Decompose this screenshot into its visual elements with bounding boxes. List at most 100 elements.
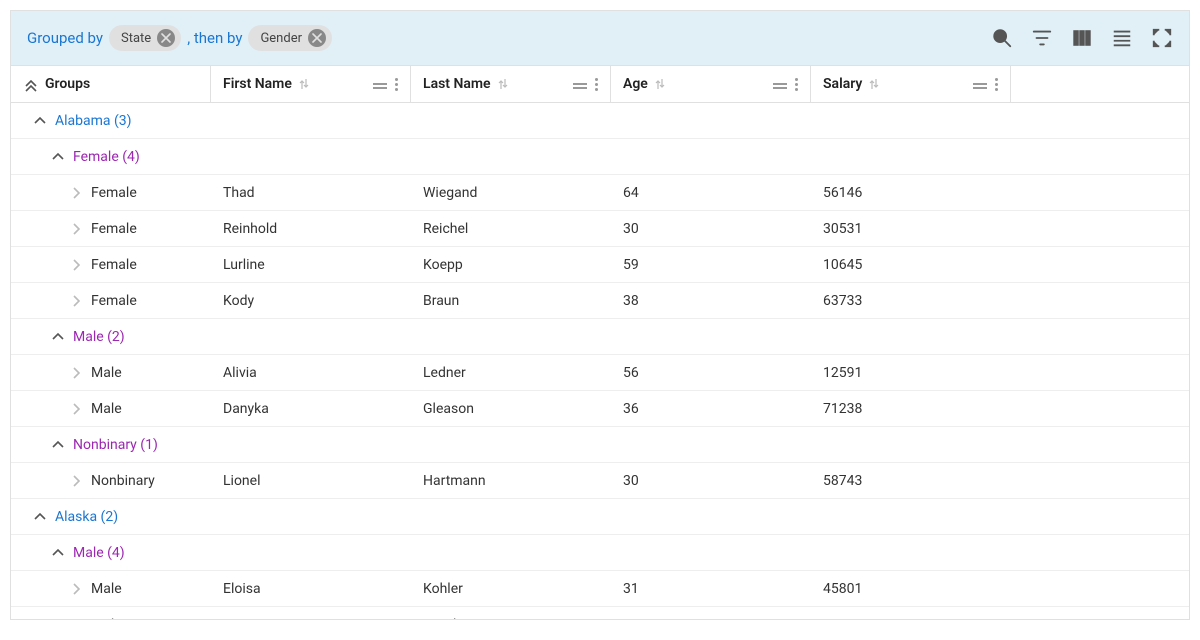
cell-age: 56	[623, 617, 639, 620]
toolbar-actions	[991, 27, 1173, 49]
cell-salary: 30531	[823, 221, 862, 237]
density-icon[interactable]	[1111, 27, 1133, 49]
fullscreen-icon[interactable]	[1151, 27, 1173, 49]
chevron-right-icon[interactable]	[69, 618, 83, 620]
cell-age: 36	[623, 401, 639, 417]
chevron-right-icon[interactable]	[69, 474, 83, 488]
chevron-up-icon[interactable]	[51, 438, 65, 452]
cell-gender: Male	[91, 401, 122, 417]
toolbar: Grouped by State , then by Gender	[11, 11, 1189, 66]
column-menu-icon[interactable]	[395, 78, 398, 91]
cell-age: 38	[623, 293, 639, 309]
cell-first-name: Lurline	[223, 257, 265, 273]
sort-icon[interactable]	[654, 77, 666, 91]
chevron-up-icon[interactable]	[33, 510, 47, 524]
close-icon[interactable]	[308, 29, 326, 47]
cell-last-name: Braun	[423, 293, 459, 309]
group-chip-state[interactable]: State	[109, 25, 181, 51]
cell-age: 59	[623, 257, 639, 273]
cell-salary: 71238	[823, 401, 862, 417]
cell-age: 31	[623, 581, 639, 597]
cell-salary: 12591	[823, 365, 862, 381]
group-label: Alabama (3)	[55, 113, 132, 129]
columns-icon[interactable]	[1071, 27, 1093, 49]
group-level-2[interactable]: Male (4)	[11, 538, 137, 568]
sort-icon[interactable]	[868, 77, 880, 91]
chevron-right-icon[interactable]	[69, 402, 83, 416]
drag-handle-icon[interactable]	[573, 83, 587, 85]
chevron-right-icon[interactable]	[69, 186, 83, 200]
cell-gender: Female	[91, 257, 137, 273]
header-label: Groups	[45, 76, 90, 92]
chevron-up-icon[interactable]	[51, 150, 65, 164]
cell-first-name: Thad	[223, 185, 255, 201]
cell-last-name: Hartmann	[423, 473, 486, 489]
cell-salary: 56146	[823, 185, 862, 201]
header-age[interactable]: Age	[611, 66, 811, 102]
group-level-1[interactable]: Alaska (2)	[11, 501, 130, 533]
table-row[interactable]: Male Alivia Ledner 56 12591	[11, 355, 1189, 391]
data-table: Grouped by State , then by Gender	[10, 10, 1190, 620]
cell-first-name: Alivia	[223, 365, 257, 381]
chevron-right-icon[interactable]	[69, 258, 83, 272]
header-label: Salary	[823, 76, 862, 92]
cell-gender: Female	[91, 185, 137, 201]
cell-gender: Male	[91, 581, 122, 597]
column-menu-icon[interactable]	[595, 78, 598, 91]
grouping-summary: Grouped by State , then by Gender	[27, 25, 332, 51]
column-menu-icon[interactable]	[995, 78, 998, 91]
column-menu-icon[interactable]	[795, 78, 798, 91]
table-row[interactable]: FemaleThadWiegand6456146	[11, 175, 1189, 211]
cell-first-name: Reinhold	[223, 221, 277, 237]
sort-icon[interactable]	[497, 77, 509, 91]
table-row[interactable]: NonbinaryLionelHartmann3058743	[11, 463, 1189, 499]
cell-last-name: Kohler	[423, 581, 463, 597]
chevron-right-icon[interactable]	[69, 294, 83, 308]
cell-age: 56	[623, 365, 639, 381]
header-last-name[interactable]: Last Name	[411, 66, 611, 102]
close-icon[interactable]	[157, 29, 175, 47]
drag-handle-icon[interactable]	[373, 83, 387, 85]
header-first-name[interactable]: First Name	[211, 66, 411, 102]
table-row[interactable]: FemaleReinholdReichel3030531	[11, 211, 1189, 247]
header-salary[interactable]: Salary	[811, 66, 1011, 102]
chevron-right-icon[interactable]	[69, 366, 83, 380]
group-label: Alaska (2)	[55, 509, 118, 525]
sort-icon[interactable]	[298, 77, 310, 91]
table-body: Alabama (3)Female (4)FemaleThadWiegand64…	[11, 103, 1189, 619]
cell-salary: 81062	[823, 617, 862, 620]
chevron-right-icon[interactable]	[69, 222, 83, 236]
cell-last-name: Ledner	[423, 365, 466, 381]
cell-salary: 10645	[823, 257, 862, 273]
chevron-up-icon[interactable]	[51, 546, 65, 560]
search-icon[interactable]	[991, 27, 1013, 49]
group-level-2[interactable]: Female (4)	[11, 142, 152, 172]
group-level-2[interactable]: Male (2)	[11, 322, 137, 352]
chevron-up-icon[interactable]	[51, 330, 65, 344]
table-row[interactable]: FemaleLurlineKoepp5910645	[11, 247, 1189, 283]
cell-first-name: Kody	[223, 293, 254, 309]
cell-salary: 63733	[823, 293, 862, 309]
collapse-all-icon[interactable]	[23, 76, 39, 92]
drag-handle-icon[interactable]	[973, 83, 987, 85]
filter-icon[interactable]	[1031, 27, 1053, 49]
subgroup-label: Female (4)	[73, 149, 140, 165]
group-level-1[interactable]: Alabama (3)	[11, 105, 144, 137]
group-chip-gender[interactable]: Gender	[248, 25, 332, 51]
cell-last-name: Hand	[423, 617, 456, 620]
chevron-up-icon[interactable]	[33, 114, 47, 128]
table-row[interactable]: MaleKianHand5681062	[11, 607, 1189, 619]
table-row[interactable]: FemaleKodyBraun3863733	[11, 283, 1189, 319]
chevron-right-icon[interactable]	[69, 582, 83, 596]
header-groups[interactable]: Groups	[11, 66, 211, 102]
table-row[interactable]: MaleDanykaGleason3671238	[11, 391, 1189, 427]
table-row[interactable]: MaleEloisaKohler3145801	[11, 571, 1189, 607]
grouped-by-label: Grouped by	[27, 29, 103, 47]
cell-gender: Male	[91, 365, 122, 381]
group-level-2[interactable]: Nonbinary (1)	[11, 430, 170, 460]
drag-handle-icon[interactable]	[773, 83, 787, 85]
chip-label: Gender	[260, 31, 302, 46]
cell-age: 30	[623, 221, 639, 237]
cell-last-name: Gleason	[423, 401, 474, 417]
subgroup-label: Male (2)	[73, 329, 125, 345]
